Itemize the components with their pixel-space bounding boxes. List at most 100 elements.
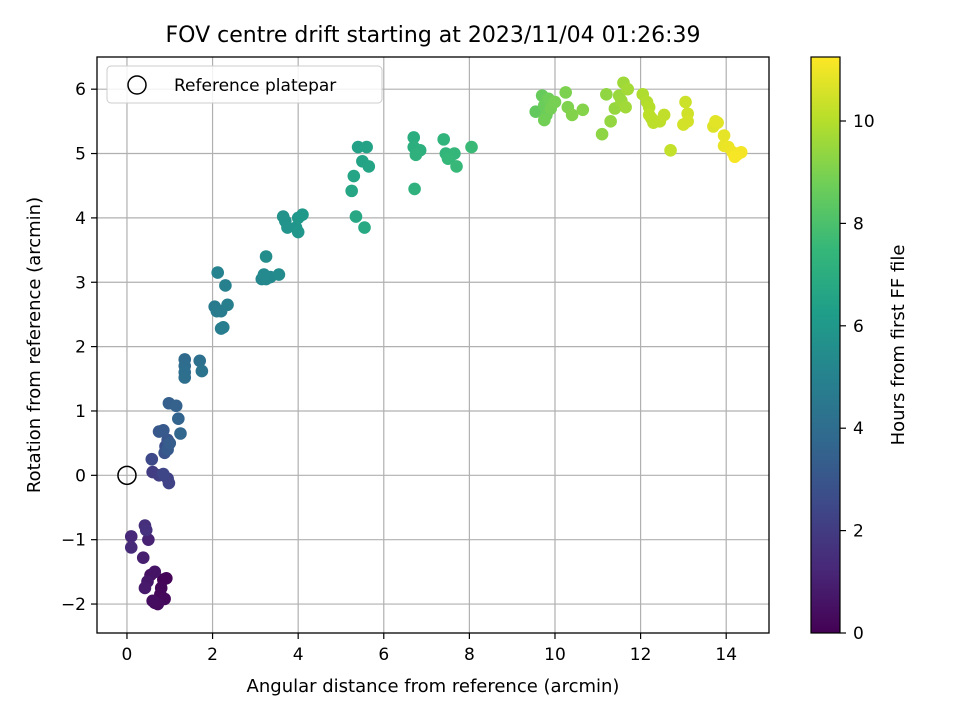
data-point xyxy=(548,95,562,109)
data-point xyxy=(408,182,421,196)
y-tick-label: 3 xyxy=(75,273,86,293)
reference-platepar-marker xyxy=(117,465,137,486)
data-point xyxy=(600,88,613,101)
data-point xyxy=(642,108,656,122)
colorbar-tick-label: 0 xyxy=(853,624,864,644)
data-point xyxy=(162,476,176,490)
data-point xyxy=(664,144,677,157)
data-point xyxy=(709,115,722,128)
data-point xyxy=(178,371,192,384)
chart-title: FOV centre drift starting at 2023/11/04 … xyxy=(166,23,701,48)
colorbar-tick-label: 4 xyxy=(853,419,864,439)
colorbar-gradient xyxy=(810,56,841,634)
colorbar-ticks: 0 2 4 6 8 10 xyxy=(840,112,875,644)
x-tick-label: 12 xyxy=(630,645,652,665)
data-point xyxy=(362,160,376,173)
data-point xyxy=(565,108,579,122)
data-point xyxy=(717,129,731,142)
data-point xyxy=(221,298,234,312)
x-axis-label: Angular distance from reference (arcmin) xyxy=(247,676,620,697)
x-tick-label: 10 xyxy=(544,645,566,665)
data-point xyxy=(259,250,273,263)
y-tick-label: −1 xyxy=(61,531,86,551)
data-point xyxy=(347,169,361,183)
colorbar-tick-label: 10 xyxy=(853,112,875,132)
plot-frame xyxy=(96,56,770,634)
data-point xyxy=(595,127,609,141)
colorbar-label: Hours from first FF file xyxy=(888,245,909,446)
data-point xyxy=(619,100,632,114)
y-tick-label: 6 xyxy=(75,80,86,100)
data-point xyxy=(145,452,159,466)
data-point xyxy=(219,279,232,292)
y-tick-label: −2 xyxy=(61,595,86,615)
data-point xyxy=(349,210,363,223)
y-axis-ticks: −2 −1 0 1 2 3 4 5 6 xyxy=(61,80,97,615)
data-points xyxy=(124,76,748,611)
y-axis-label: Rotation from reference (arcmin) xyxy=(24,197,45,493)
data-point xyxy=(358,221,371,234)
data-point xyxy=(679,95,692,109)
data-point xyxy=(257,268,271,281)
data-point xyxy=(465,140,478,154)
data-point xyxy=(124,541,138,554)
data-point xyxy=(136,551,150,565)
data-point xyxy=(621,82,635,96)
x-tick-label: 4 xyxy=(293,645,304,665)
x-tick-label: 2 xyxy=(207,645,218,665)
x-tick-label: 14 xyxy=(715,645,737,665)
y-tick-label: 5 xyxy=(75,145,86,165)
y-tick-label: 1 xyxy=(75,402,86,422)
data-point xyxy=(576,103,590,117)
data-point xyxy=(272,268,286,281)
data-point xyxy=(728,150,742,164)
data-point xyxy=(163,436,177,450)
data-point xyxy=(681,115,694,128)
data-point xyxy=(657,108,671,122)
colorbar-tick-label: 6 xyxy=(853,317,864,337)
data-point xyxy=(211,266,225,279)
data-point xyxy=(172,412,185,425)
x-tick-label: 0 xyxy=(122,645,133,665)
legend-entry-label: Reference platepar xyxy=(174,76,336,96)
data-point xyxy=(409,148,423,162)
data-point xyxy=(360,140,373,154)
grid-lines xyxy=(97,57,769,633)
data-point xyxy=(157,423,170,437)
data-point xyxy=(291,225,305,239)
y-tick-label: 4 xyxy=(75,209,86,229)
x-tick-label: 8 xyxy=(464,645,475,665)
x-axis-ticks: 0 2 4 6 8 10 12 14 xyxy=(122,633,737,665)
data-point xyxy=(139,523,153,537)
data-point xyxy=(214,322,228,335)
data-point xyxy=(157,467,170,481)
x-tick-label: 6 xyxy=(378,645,389,665)
data-point xyxy=(437,133,451,146)
data-point xyxy=(193,354,207,368)
data-point xyxy=(138,581,152,595)
data-point xyxy=(441,152,455,165)
data-point xyxy=(537,113,551,127)
data-point xyxy=(124,530,138,543)
data-point xyxy=(148,565,162,579)
data-point xyxy=(529,105,543,119)
data-point xyxy=(296,208,309,221)
data-point xyxy=(450,160,463,173)
data-point xyxy=(604,115,617,128)
data-point xyxy=(559,86,572,99)
data-point xyxy=(195,364,209,378)
colorbar-tick-label: 8 xyxy=(853,214,864,234)
data-point xyxy=(169,399,183,413)
y-tick-label: 2 xyxy=(75,338,86,358)
data-point xyxy=(146,594,159,608)
colorbar-tick-label: 2 xyxy=(853,522,864,542)
colorbar: 0 2 4 6 8 10 Hours from first FF file xyxy=(810,56,909,644)
data-point xyxy=(345,184,358,198)
legend-marker-icon xyxy=(127,75,147,95)
data-point xyxy=(174,427,187,440)
y-tick-label: 0 xyxy=(75,466,86,486)
data-point xyxy=(407,131,421,144)
data-point xyxy=(142,533,155,546)
data-point xyxy=(160,571,173,585)
